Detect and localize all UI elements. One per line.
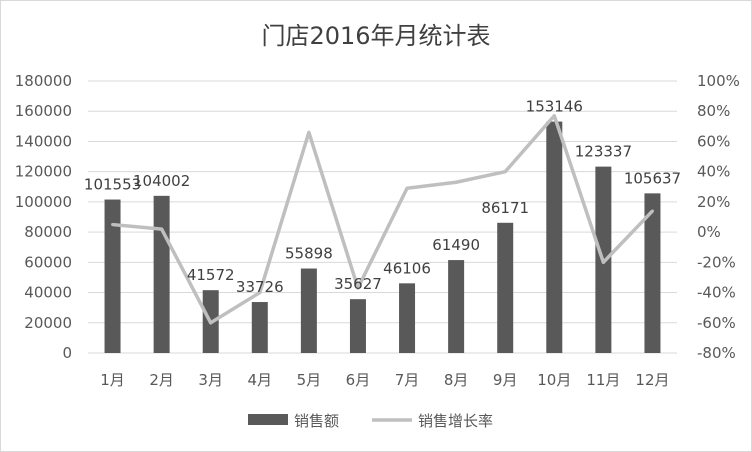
bar-data-label: 55898 (285, 245, 333, 263)
x-tick-label: 1月 (100, 371, 125, 389)
y-left-tick-label: 120000 (15, 163, 72, 181)
bar (546, 121, 563, 353)
y-right-tick-label: -60% (697, 314, 736, 332)
bar (300, 268, 317, 353)
x-tick-label: 2月 (149, 371, 174, 389)
growth-point (405, 186, 409, 190)
y-left-tick-label: 40000 (24, 284, 72, 302)
x-tick-label: 10月 (537, 371, 571, 389)
growth-point (258, 291, 262, 295)
y-right-tick-label: 100% (697, 72, 740, 90)
bar-data-label: 46106 (383, 259, 431, 277)
x-tick-label: 8月 (444, 371, 469, 389)
growth-line (112, 114, 654, 325)
bar (644, 193, 661, 353)
bar (104, 199, 121, 353)
bar (399, 283, 416, 353)
bar (349, 299, 366, 353)
bar-data-label: 123337 (575, 143, 632, 161)
y-left-tick-label: 20000 (24, 314, 72, 332)
y-left-tick-label: 60000 (24, 253, 72, 271)
legend-label-sales: 销售额 (294, 412, 339, 430)
bar-data-label: 153146 (526, 98, 583, 116)
legend-label-growth: 销售增长率 (418, 412, 493, 430)
growth-point (111, 223, 115, 227)
growth-point (454, 180, 458, 184)
y-left-tick-label: 100000 (15, 193, 72, 211)
bar-data-label: 41572 (187, 266, 235, 284)
x-tick-label: 7月 (395, 371, 420, 389)
y-left-tick-label: 140000 (15, 132, 72, 150)
legend: 销售额 销售增长率 (248, 412, 493, 430)
y-left-tick-label: 0 (62, 344, 72, 362)
x-tick-label: 6月 (346, 371, 371, 389)
bar (497, 222, 514, 353)
y-right-tick-label: -20% (697, 253, 736, 271)
y-left-tick-label: 160000 (15, 102, 72, 120)
y-right-tick-label: -80% (697, 344, 736, 362)
axis-layer: 0 20000 40000 60000 80000 100000 120000 140000 1… (15, 72, 740, 389)
y-right-tick-label: 0% (697, 223, 721, 241)
x-tick-label: 12月 (635, 371, 669, 389)
bar-data-label: 35627 (334, 275, 382, 293)
bar-data-label: 101553 (84, 176, 141, 194)
y-left-tick-label: 180000 (15, 72, 72, 90)
x-tick-label: 3月 (198, 371, 223, 389)
y-left-tick-label: 80000 (24, 223, 72, 241)
growth-point (601, 260, 605, 264)
x-tick-label: 5月 (297, 371, 322, 389)
growth-point (552, 114, 556, 118)
bar (153, 195, 170, 353)
bar (448, 260, 465, 353)
bar-data-label: 105637 (624, 169, 681, 187)
x-tick-label: 9月 (493, 371, 518, 389)
growth-point (307, 130, 311, 134)
bar-layer (104, 121, 661, 353)
bar-data-label: 61490 (432, 236, 480, 254)
growth-point (503, 170, 507, 174)
growth-point (160, 227, 164, 231)
legend-swatch-sales (248, 414, 288, 425)
y-right-tick-label: -40% (697, 284, 736, 302)
growth-point (356, 286, 360, 290)
grid-layer (88, 80, 677, 354)
bar-data-label: 86171 (481, 199, 529, 217)
chart-title: 门店2016年月统计表 (261, 22, 491, 50)
bar-data-label: 104002 (133, 172, 190, 190)
growth-point (209, 321, 213, 325)
y-right-tick-label: 60% (697, 132, 730, 150)
bar (251, 302, 268, 353)
growth-point (650, 209, 654, 213)
bar-data-label: 33726 (236, 278, 284, 296)
x-tick-label: 11月 (586, 371, 620, 389)
y-right-tick-label: 80% (697, 102, 730, 120)
y-right-tick-label: 40% (697, 163, 730, 181)
y-right-tick-label: 20% (697, 193, 730, 211)
line-layer (111, 114, 654, 325)
x-tick-label: 4月 (248, 371, 273, 389)
